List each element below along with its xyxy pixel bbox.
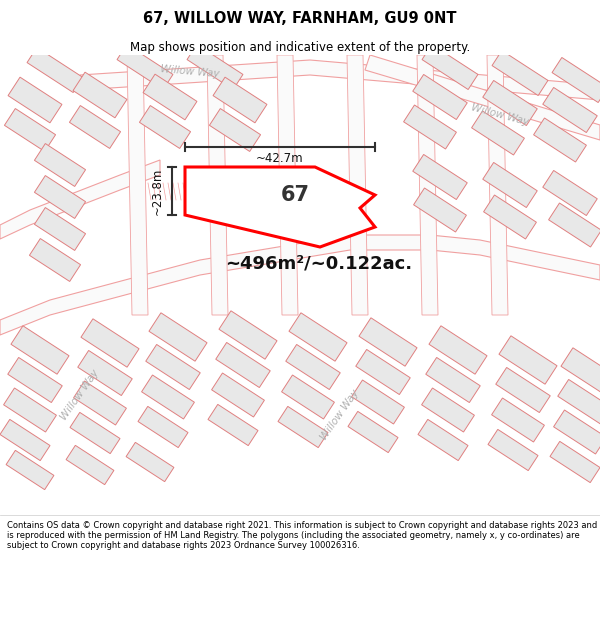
Polygon shape (0, 235, 600, 335)
Polygon shape (81, 319, 139, 368)
Polygon shape (365, 55, 600, 140)
Polygon shape (29, 239, 80, 281)
Polygon shape (487, 55, 508, 315)
Polygon shape (356, 349, 410, 394)
Polygon shape (143, 74, 197, 120)
Polygon shape (348, 411, 398, 452)
Polygon shape (34, 144, 86, 186)
Polygon shape (484, 195, 536, 239)
Polygon shape (558, 379, 600, 424)
Polygon shape (417, 55, 438, 315)
Polygon shape (212, 373, 265, 417)
Text: Map shows position and indicative extent of the property.: Map shows position and indicative extent… (130, 41, 470, 54)
Polygon shape (70, 106, 121, 149)
Polygon shape (413, 74, 467, 119)
Polygon shape (277, 55, 298, 315)
Text: ~496m²/~0.122ac.: ~496m²/~0.122ac. (225, 254, 412, 272)
Polygon shape (543, 88, 597, 132)
Text: ~42.7m: ~42.7m (256, 152, 304, 166)
Polygon shape (422, 388, 475, 432)
Polygon shape (0, 160, 160, 239)
Polygon shape (418, 419, 468, 461)
Polygon shape (4, 388, 56, 432)
Polygon shape (219, 311, 277, 359)
Polygon shape (488, 429, 538, 471)
Polygon shape (207, 55, 228, 315)
Polygon shape (146, 344, 200, 389)
Text: Willow Way: Willow Way (319, 388, 361, 442)
Polygon shape (533, 118, 586, 162)
Polygon shape (278, 406, 328, 447)
Polygon shape (208, 404, 258, 446)
Text: Willow Way: Willow Way (470, 102, 530, 127)
Polygon shape (66, 446, 114, 484)
Polygon shape (352, 380, 404, 424)
Polygon shape (185, 167, 375, 247)
Polygon shape (74, 381, 127, 425)
Polygon shape (429, 326, 487, 374)
Polygon shape (4, 109, 56, 151)
Polygon shape (127, 55, 148, 315)
Polygon shape (149, 312, 207, 361)
Polygon shape (139, 106, 191, 149)
Polygon shape (422, 44, 478, 89)
Polygon shape (426, 357, 480, 402)
Polygon shape (0, 419, 50, 461)
Polygon shape (552, 58, 600, 102)
Polygon shape (289, 312, 347, 361)
Polygon shape (138, 406, 188, 447)
Polygon shape (286, 344, 340, 389)
Polygon shape (499, 336, 557, 384)
Polygon shape (70, 412, 120, 454)
Polygon shape (483, 162, 537, 208)
Polygon shape (561, 348, 600, 396)
Polygon shape (11, 326, 69, 374)
Polygon shape (496, 368, 550, 413)
Polygon shape (347, 55, 368, 315)
Polygon shape (8, 357, 62, 402)
Polygon shape (8, 77, 62, 123)
Polygon shape (281, 375, 334, 419)
Polygon shape (548, 203, 600, 247)
Text: Contains OS data © Crown copyright and database right 2021. This information is : Contains OS data © Crown copyright and d… (7, 521, 598, 550)
Polygon shape (216, 342, 270, 388)
Polygon shape (543, 171, 597, 216)
Polygon shape (492, 51, 548, 96)
Polygon shape (413, 154, 467, 199)
Polygon shape (187, 44, 243, 89)
Polygon shape (73, 72, 127, 118)
Polygon shape (142, 375, 194, 419)
Polygon shape (413, 188, 466, 232)
Polygon shape (34, 208, 86, 251)
Text: Willow Way: Willow Way (160, 64, 220, 79)
Polygon shape (209, 109, 260, 151)
Polygon shape (117, 44, 173, 89)
Polygon shape (491, 398, 544, 442)
Polygon shape (472, 111, 524, 155)
Polygon shape (6, 451, 54, 489)
Polygon shape (126, 442, 174, 482)
Text: 67: 67 (281, 185, 310, 205)
Polygon shape (34, 176, 86, 219)
Polygon shape (27, 48, 83, 92)
Polygon shape (359, 318, 417, 366)
Polygon shape (213, 77, 267, 123)
Text: 67, WILLOW WAY, FARNHAM, GU9 0NT: 67, WILLOW WAY, FARNHAM, GU9 0NT (143, 11, 457, 26)
Polygon shape (78, 351, 132, 396)
Polygon shape (554, 410, 600, 454)
Polygon shape (550, 441, 600, 483)
Polygon shape (483, 81, 537, 126)
Polygon shape (80, 60, 600, 100)
Text: ~23.8m: ~23.8m (151, 168, 163, 214)
Text: Willow Way: Willow Way (59, 368, 101, 422)
Polygon shape (404, 105, 457, 149)
